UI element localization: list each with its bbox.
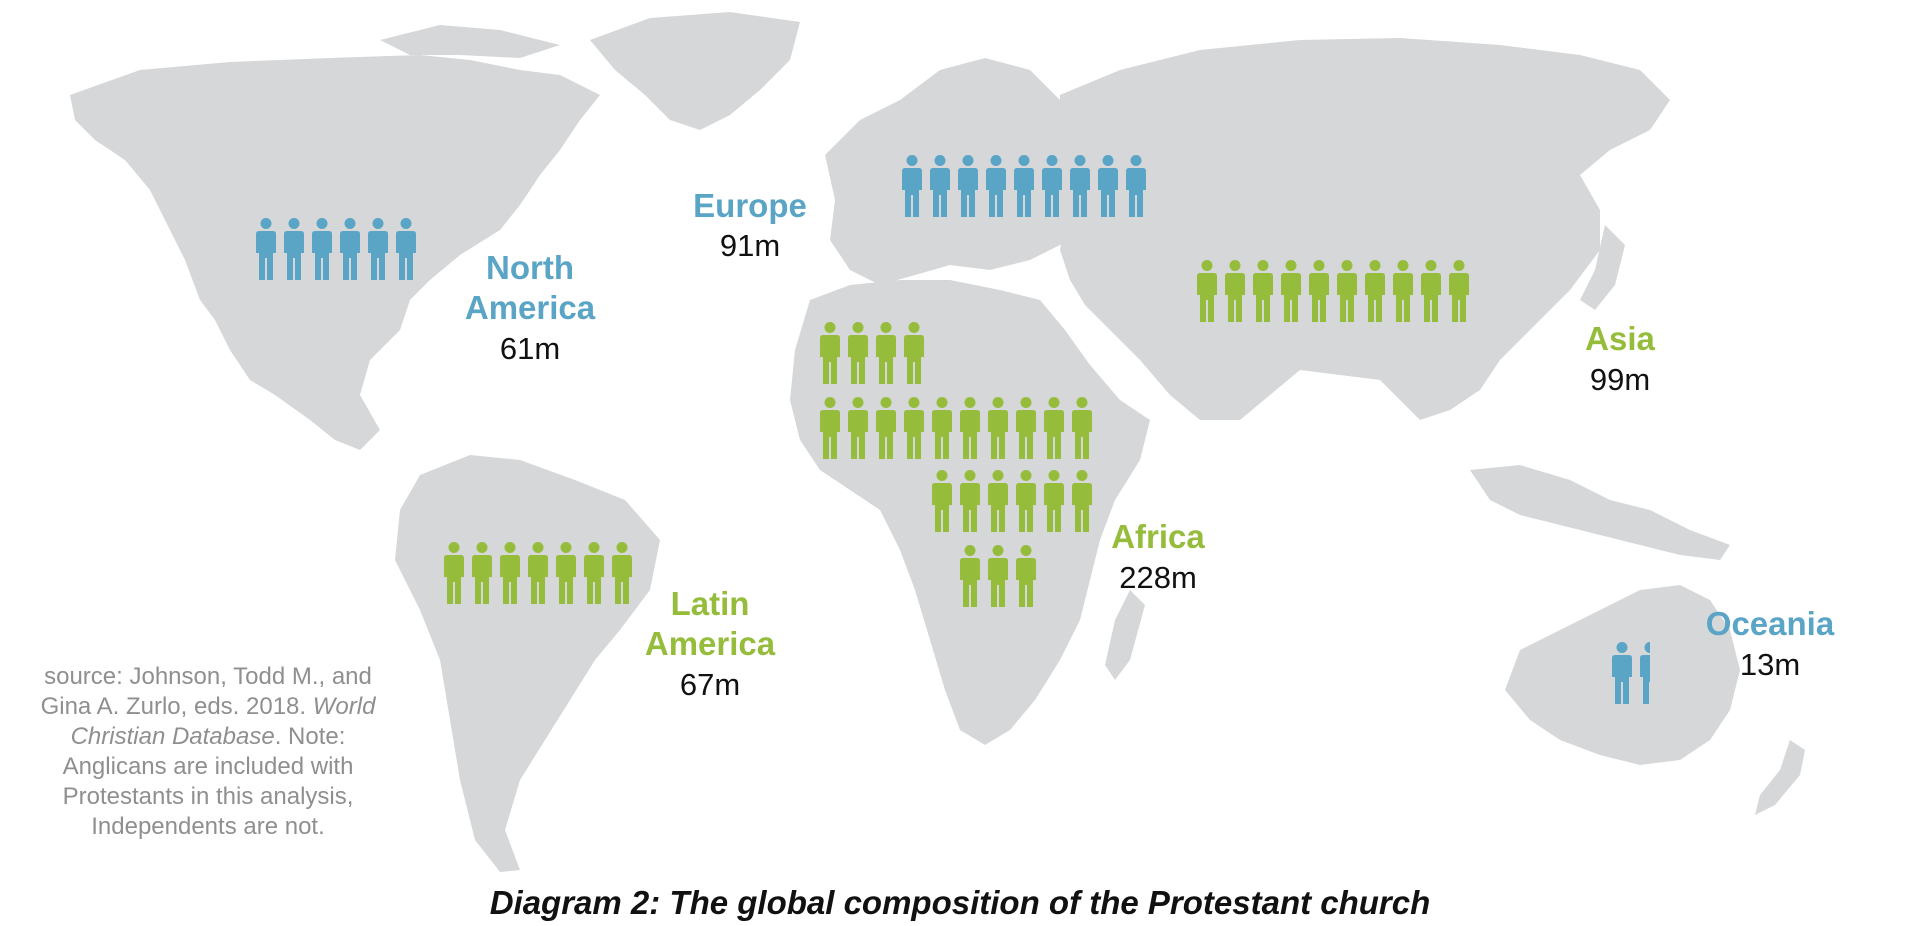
madagascar-landmass — [1105, 590, 1145, 680]
region-name-asia: Asia — [1585, 320, 1655, 357]
region-name-north-america: North America — [464, 249, 596, 326]
region-value-latin-america: 67m — [679, 667, 741, 702]
region-name-latin-america: Latin America — [644, 585, 776, 662]
north-america-landmass — [70, 55, 600, 450]
greenland-landmass — [590, 12, 800, 130]
region-value-europe: 91m — [719, 228, 781, 263]
region-name-africa: Africa — [1111, 518, 1205, 555]
south-america-landmass — [395, 455, 660, 872]
new-zealand-landmass — [1755, 740, 1805, 815]
region-value-oceania: 13m — [1739, 647, 1801, 682]
source-note: source: Johnson, Todd M., and Gina A. Zu… — [18, 662, 398, 842]
japan-landmass — [1580, 225, 1625, 310]
source-title: World Christian Database — [70, 693, 376, 750]
diagram-caption: Diagram 2: The global composition of the… — [489, 884, 1431, 921]
region-value-africa: 228m — [1119, 560, 1197, 595]
indonesia-landmass — [1470, 465, 1730, 560]
asia-landmass — [1060, 38, 1670, 420]
region-value-asia: 99m — [1589, 362, 1651, 397]
source-prefix: source: Johnson, Todd M., and Gina A. Zu… — [40, 663, 372, 720]
region-name-oceania: Oceania — [1705, 605, 1835, 642]
africa-landmass — [790, 280, 1150, 745]
arctic-islands-landmass — [380, 25, 560, 58]
region-value-north-america: 61m — [499, 331, 561, 366]
source-note-text: . Note: Anglicans are included with Prot… — [62, 723, 354, 840]
region-name-europe: Europe — [693, 187, 807, 224]
